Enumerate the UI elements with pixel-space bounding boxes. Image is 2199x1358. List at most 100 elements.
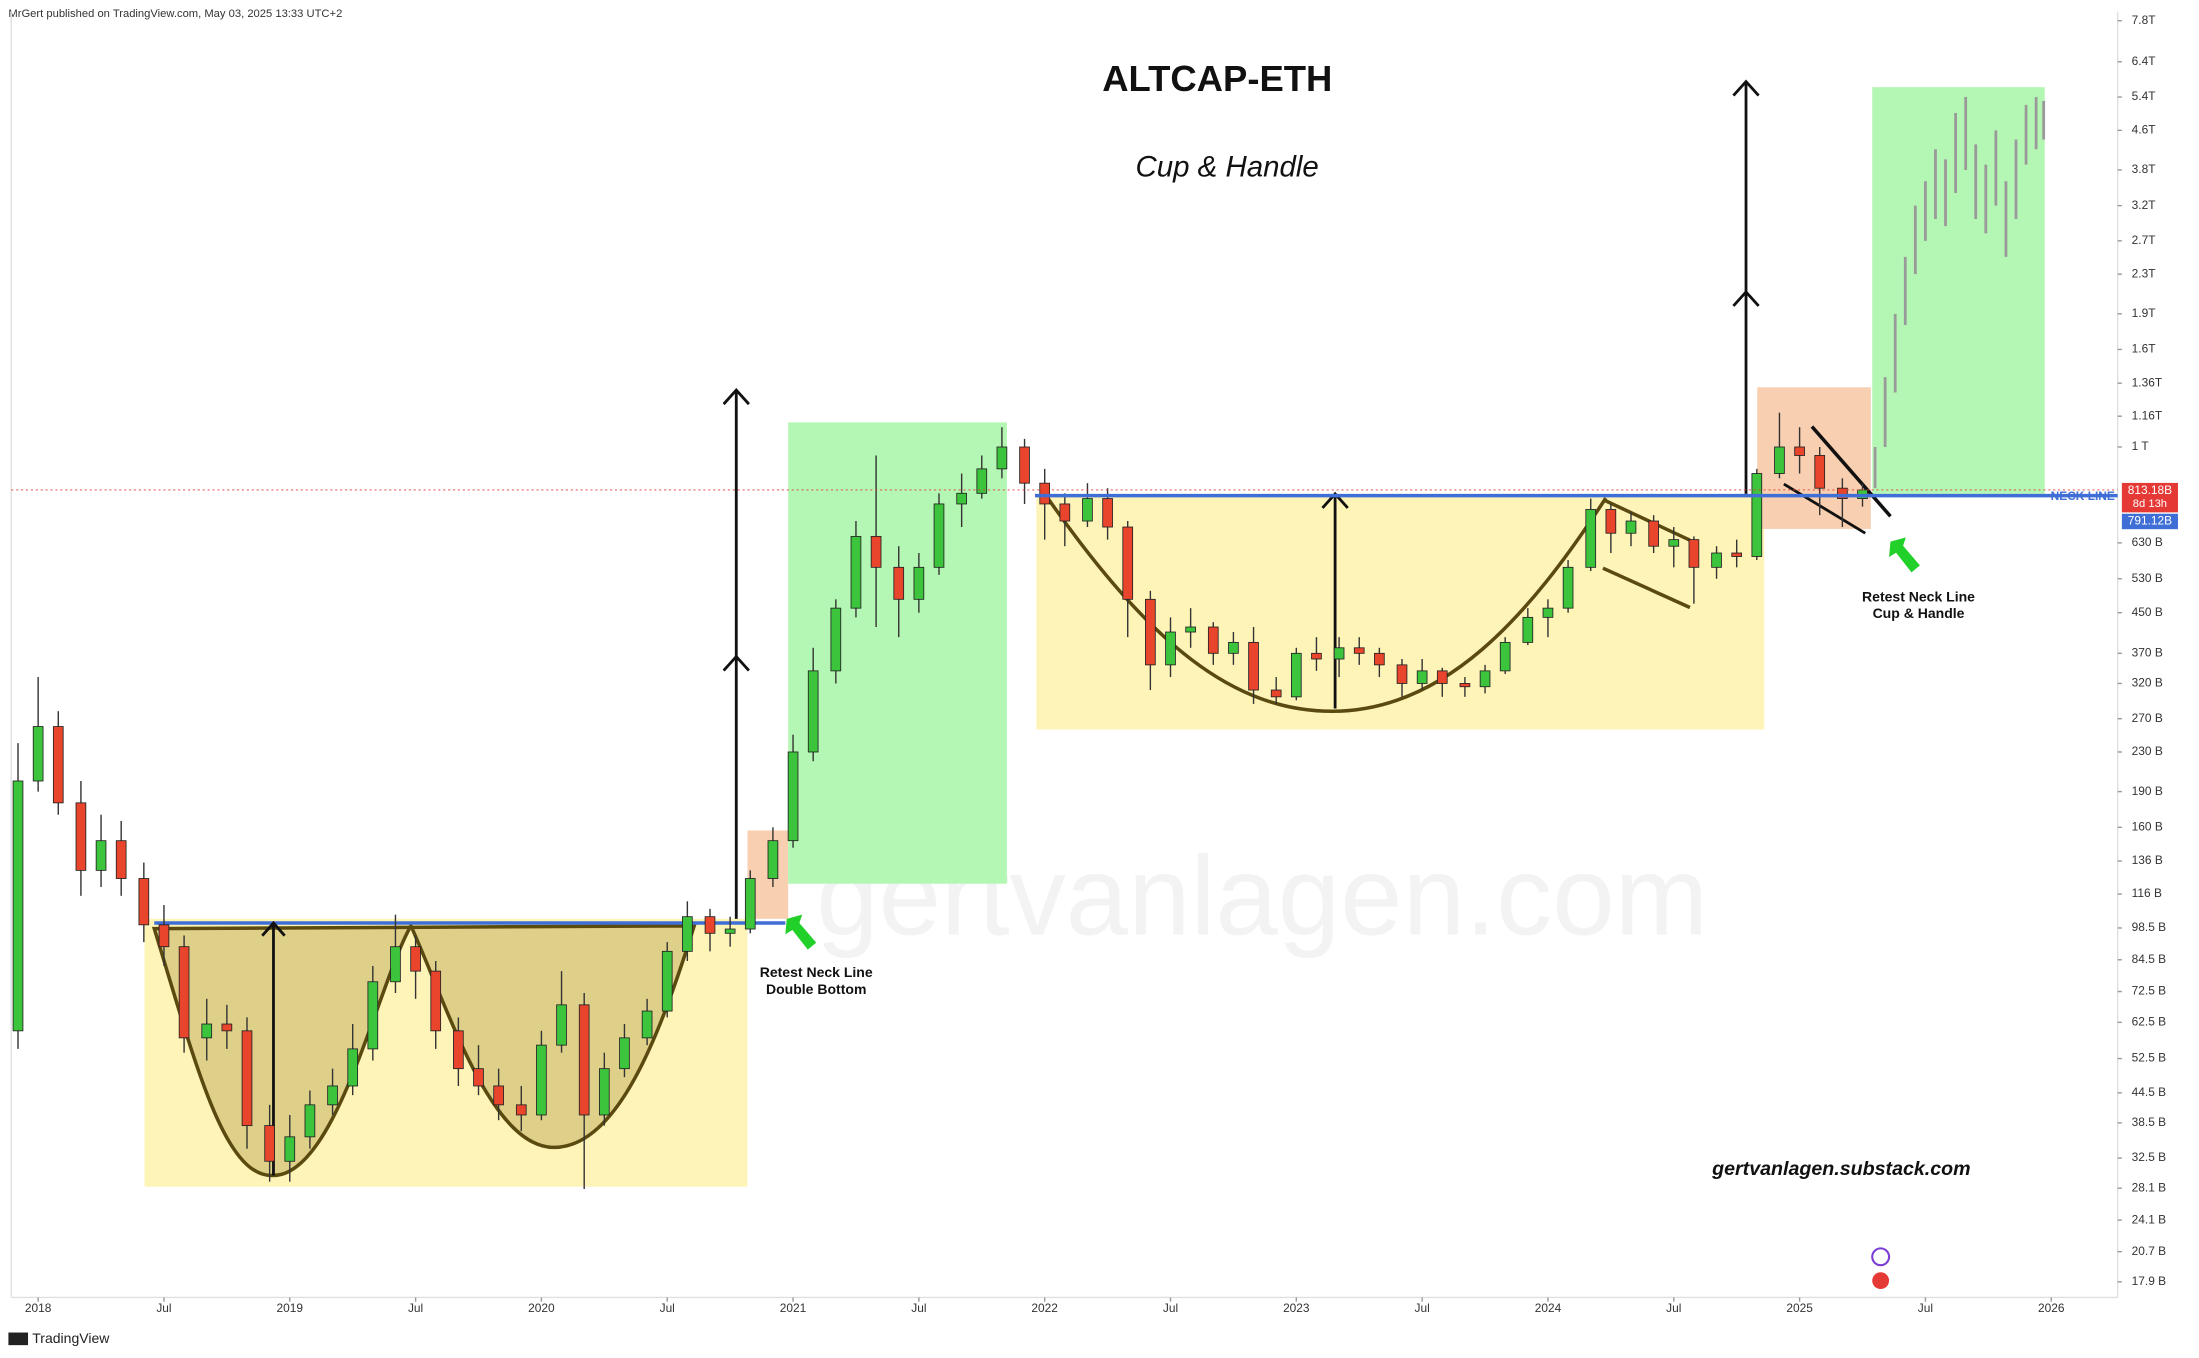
y-tick-label: 84.5 B: [2132, 952, 2166, 966]
candle-body: [12, 780, 24, 1032]
candle-body: [1436, 670, 1448, 684]
double-bottom: [151, 921, 697, 1178]
candle-body: [32, 726, 44, 782]
y-tick-label: 190 B: [2132, 784, 2163, 798]
chart-title: ALTCAP-ETH: [1102, 58, 1332, 99]
y-tick-label: 3.8T: [2132, 162, 2156, 176]
x-tick-label: 2022: [1031, 1301, 1058, 1315]
icon[interactable]: [1871, 1247, 1891, 1267]
y-tick-label: 2.7T: [2132, 233, 2156, 247]
candle-body: [1145, 598, 1156, 666]
candle-body: [956, 492, 967, 505]
candle-body: [556, 1004, 567, 1046]
green-arrow: [785, 914, 817, 950]
y-tick-label: 6.4T: [2132, 54, 2156, 68]
y-tick-label: 160 B: [2132, 819, 2163, 833]
y-tick-label: 24.1 B: [2132, 1212, 2166, 1226]
candle-body: [1374, 652, 1385, 666]
candle-body: [933, 503, 945, 568]
neck-value-box: [2121, 513, 2178, 530]
candle-body: [52, 726, 64, 804]
candle-body: [1333, 647, 1345, 660]
candle-body: [1165, 631, 1176, 666]
zone: [788, 422, 1007, 884]
y-tick-label: 62.5 B: [2132, 1015, 2166, 1029]
x-tick-label: 2020: [528, 1301, 555, 1315]
candle-body: [1688, 539, 1700, 568]
y-tick-label: 3.2T: [2132, 198, 2156, 212]
candle-body: [1270, 689, 1282, 698]
icon[interactable]: [1872, 1272, 1890, 1290]
y-tick-label: 2.3T: [2132, 266, 2156, 280]
candle-body: [75, 802, 87, 871]
candle-body: [996, 446, 1008, 470]
y-tick-label: 17.9 B: [2132, 1274, 2166, 1288]
y-tick-label: 270 B: [2132, 711, 2163, 725]
x-tick-label: Jul: [408, 1301, 423, 1315]
candle-body: [1353, 647, 1365, 654]
annotation: Cup & Handle: [1873, 605, 1965, 621]
y-tick-label: 530 B: [2132, 571, 2163, 585]
y-tick-label: 1.6T: [2132, 342, 2156, 356]
last-price-box: [2121, 482, 2178, 513]
candle-body: [1499, 641, 1511, 672]
green-arrow: [1889, 537, 1920, 573]
publish-info: MrGert published on TradingView.com, May…: [8, 8, 342, 20]
y-tick-label: 38.5 B: [2132, 1115, 2166, 1129]
candle-body: [661, 950, 673, 1012]
tv-logo: [8, 1332, 29, 1346]
candle-body: [536, 1044, 547, 1116]
candle-body: [1625, 520, 1637, 534]
y-tick-label: 370 B: [2132, 645, 2163, 659]
annotation: Double Bottom: [766, 981, 866, 997]
candle-body: [430, 970, 442, 1032]
neck-value-label: 791.12B: [2128, 514, 2172, 528]
candle-body: [473, 1068, 484, 1087]
candle-body: [598, 1068, 610, 1116]
candle-body: [1751, 473, 1763, 557]
candle-body: [1290, 652, 1302, 698]
neck-line-label: NECK LINE: [2051, 489, 2115, 503]
footer: TradingView: [32, 1330, 110, 1346]
candle-body: [1668, 539, 1680, 547]
candle-body: [1562, 566, 1574, 609]
candle-body: [410, 946, 421, 972]
annotation: Retest Neck Line: [760, 964, 873, 980]
candle-body: [1019, 446, 1030, 484]
chart-subtitle: Cup & Handle: [1135, 150, 1318, 183]
x-tick-label: 2018: [25, 1301, 52, 1315]
candle-body: [1082, 498, 1093, 522]
candle-body: [1731, 552, 1743, 557]
x-tick-label: Jul: [1163, 1301, 1178, 1315]
candle-body: [1837, 487, 1848, 499]
candle-body: [1248, 641, 1259, 691]
y-tick-label: 4.6T: [2132, 122, 2156, 136]
candle-body: [201, 1023, 213, 1039]
y-tick-label: 1.9T: [2132, 306, 2156, 320]
candle-body: [1416, 670, 1428, 684]
candle-body: [1585, 509, 1597, 568]
x-tick-label: Jul: [660, 1301, 675, 1315]
y-tick-label: 1.16T: [2132, 408, 2162, 422]
candle-body: [178, 946, 190, 1039]
x-tick-label: Jul: [1666, 1301, 1681, 1315]
candle-body: [1774, 446, 1785, 474]
candle-body: [724, 928, 736, 934]
y-tick-label: 5.4T: [2132, 89, 2156, 103]
y-tick-label: 230 B: [2132, 744, 2163, 758]
candle-body: [787, 751, 799, 842]
handle-line: [1810, 425, 1892, 518]
candle-body: [115, 840, 127, 879]
y-tick-label: 116 B: [2132, 886, 2162, 900]
x-tick-label: 2023: [1283, 1301, 1310, 1315]
candle-body: [453, 1030, 464, 1070]
candle-body: [327, 1085, 338, 1106]
candle-body: [913, 566, 925, 600]
candle-body: [850, 535, 862, 609]
candle-body: [830, 607, 842, 672]
candle-body: [704, 916, 716, 934]
candle-body: [304, 1104, 316, 1138]
candle-body: [1102, 498, 1113, 528]
y-tick-label: 136 B: [2132, 853, 2163, 867]
